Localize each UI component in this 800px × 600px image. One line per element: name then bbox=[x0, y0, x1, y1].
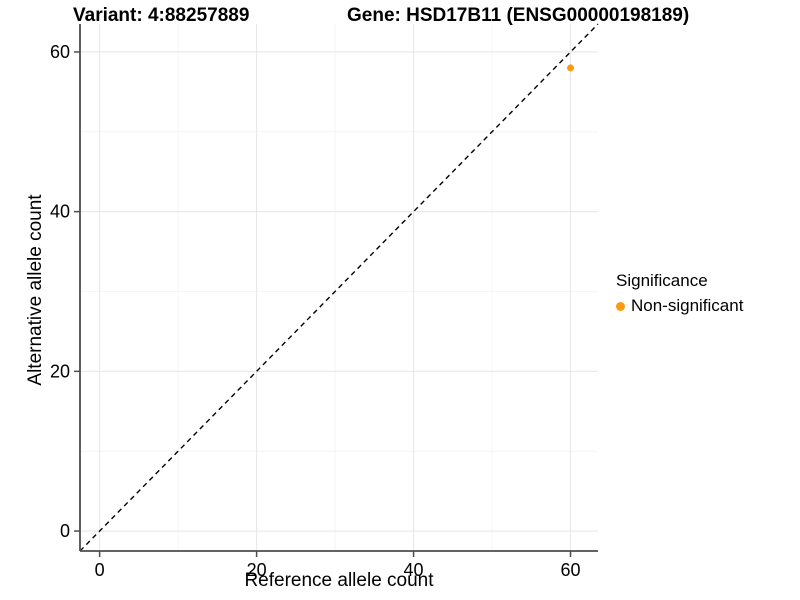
plot-title-variant: Variant: 4:88257889 bbox=[73, 5, 250, 26]
plot-title-gene: Gene: HSD17B11 (ENSG00000198189) bbox=[347, 5, 690, 26]
legend-items: Non-significant bbox=[616, 296, 743, 316]
y-tick-label: 60 bbox=[50, 42, 70, 62]
x-tick-label: 60 bbox=[561, 560, 581, 580]
x-axis-title: Reference allele count bbox=[244, 570, 434, 591]
y-tick-label: 20 bbox=[50, 361, 70, 381]
legend-item-label: Non-significant bbox=[631, 296, 744, 315]
legend-item: Non-significant bbox=[616, 296, 743, 316]
legend-point-icon bbox=[616, 301, 625, 311]
x-tick-label: 0 bbox=[95, 560, 105, 580]
y-tick-label: 0 bbox=[60, 521, 70, 541]
legend: Significance Non-significant bbox=[616, 271, 743, 316]
legend-title: Significance bbox=[616, 271, 708, 290]
x-tick-label: 20 bbox=[247, 560, 267, 580]
y-tick-label: 40 bbox=[50, 202, 70, 222]
x-tick-label: 40 bbox=[404, 560, 424, 580]
identity-line bbox=[79, 23, 599, 552]
data-point bbox=[567, 64, 575, 72]
